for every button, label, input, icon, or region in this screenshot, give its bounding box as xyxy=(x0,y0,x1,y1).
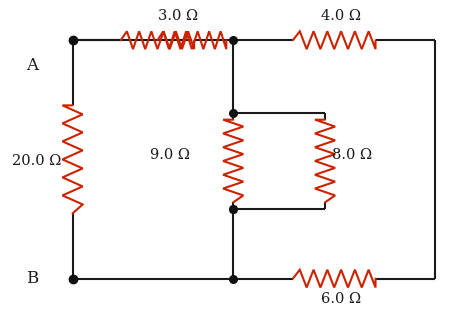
Text: 4.0 Ω: 4.0 Ω xyxy=(321,9,361,23)
Text: 8.0 Ω: 8.0 Ω xyxy=(332,148,372,162)
Text: 6.0 Ω: 6.0 Ω xyxy=(321,292,361,306)
Text: A: A xyxy=(26,57,38,74)
Text: 9.0 Ω: 9.0 Ω xyxy=(150,148,190,162)
Text: B: B xyxy=(26,270,38,287)
Text: 20.0 Ω: 20.0 Ω xyxy=(12,154,61,168)
Text: 3.0 Ω: 3.0 Ω xyxy=(158,9,198,23)
